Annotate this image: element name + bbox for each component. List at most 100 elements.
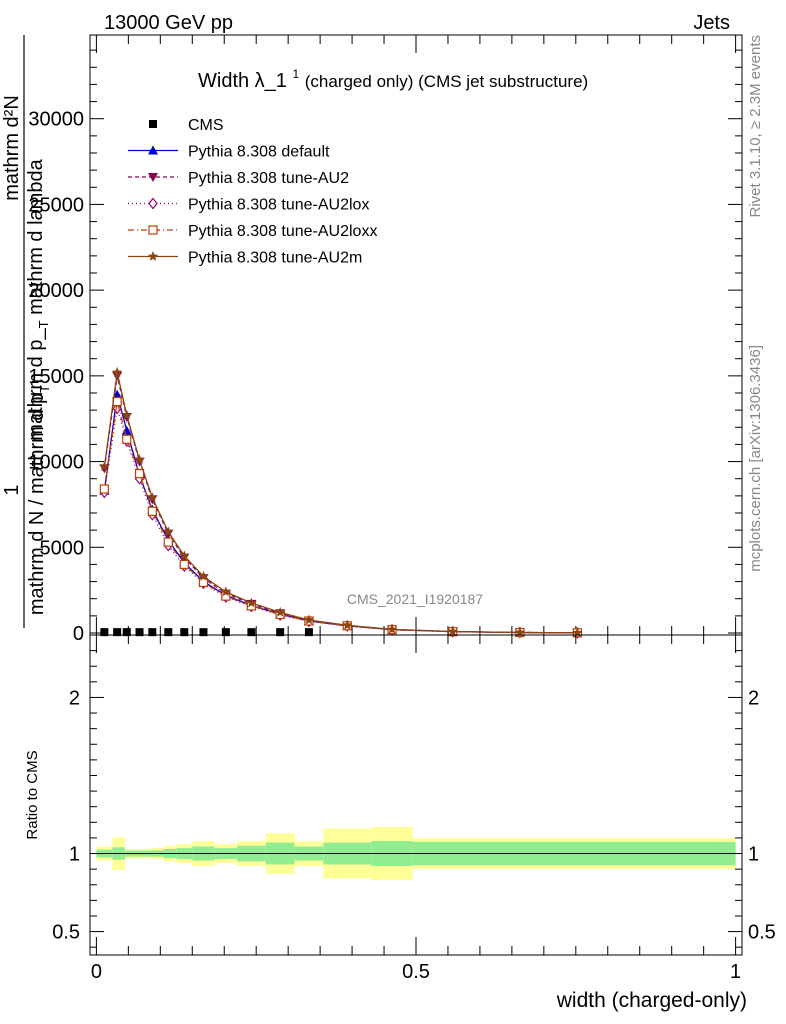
ratio-y-tick-label-left: 2 xyxy=(69,687,80,709)
series-5 xyxy=(99,366,583,638)
x-tick-label: 1 xyxy=(730,961,741,983)
legend-label: CMS xyxy=(188,117,224,134)
data-point xyxy=(111,366,123,377)
ratio-y-tick-label-left: 1 xyxy=(69,844,80,866)
data-point xyxy=(221,628,230,637)
data-point xyxy=(220,586,232,597)
series-line xyxy=(103,394,578,634)
data-point xyxy=(164,628,173,637)
y-tick-label: 0 xyxy=(73,623,84,645)
ylabel-top: 1 xyxy=(1,484,23,495)
legend: CMS Pythia 8.308 default Pythia 8.308 tune… xyxy=(128,117,377,267)
data-point xyxy=(304,628,313,637)
ratio-frame xyxy=(89,634,743,956)
legend-marker xyxy=(148,225,158,235)
main-panel: 0 5000 10000 15000 20000 25000 30000 CMS_2021_… xyxy=(1,34,743,645)
data-point xyxy=(134,468,145,479)
ylabel-num-rest: mathrm d p_T mathrm d lambda xyxy=(25,158,51,440)
data-point xyxy=(198,570,209,581)
y-tick-label: 15000 xyxy=(28,366,84,388)
series-line xyxy=(103,408,578,634)
legend-marker xyxy=(149,120,157,128)
title-rest: (charged only) (CMS jet substructure) xyxy=(305,72,588,91)
series-2 xyxy=(99,371,583,638)
title-sup: 1 xyxy=(293,67,300,81)
rivet-label: Rivet 3.1.10, ≥ 2.3M events xyxy=(747,35,764,218)
legend-marker xyxy=(148,173,158,182)
data-point xyxy=(99,461,110,472)
main-axis-ticks xyxy=(90,35,742,635)
ratio-y-tick-labels: 0.5 0.5 1 1 2 2 xyxy=(52,687,776,943)
ylabel-num: mathrm d²N xyxy=(1,95,23,201)
mcplots-label: mcplots.cern.ch [arXiv:1306.3436] xyxy=(747,345,764,572)
y-tick-label: 20000 xyxy=(28,280,84,302)
data-point xyxy=(514,627,526,637)
data-point xyxy=(386,623,398,634)
ratio-y-tick-label-right: 0.5 xyxy=(748,922,776,944)
data-point xyxy=(179,550,190,561)
y-tick-label: 30000 xyxy=(28,109,84,131)
data-point xyxy=(147,506,157,516)
data-point xyxy=(112,396,122,407)
series-3 xyxy=(99,402,583,639)
legend-label: Pythia 8.308 tune-AU2lox xyxy=(188,197,369,214)
ylabel-num-rest2: mathrm d lambda xyxy=(25,158,47,320)
ratio-y-tick-label-right: 1 xyxy=(748,844,759,866)
data-point xyxy=(572,627,583,638)
ylabel-den-part: mathrm d N / mathrm d p xyxy=(26,393,48,615)
series-line xyxy=(103,375,578,634)
data-point xyxy=(276,628,285,637)
ratio-y-tick-label-left: 0.5 xyxy=(52,922,80,944)
ylabel-num-rest-part: mathrm d p_ xyxy=(25,328,47,441)
series-line xyxy=(103,401,578,634)
ratio-panel: 0.5 0.51 12 2 0 0.5 1 Ratio to CMS width (cha… xyxy=(24,634,776,1012)
ylabel-num-part: mathrm d²N xyxy=(1,95,23,201)
data-point xyxy=(246,597,257,608)
data-point xyxy=(147,492,158,502)
main-y-axis-label: 1 mathrm d²N mathrm d p_T mathrm d lambd… xyxy=(1,35,52,628)
x-tick-label: 0 xyxy=(91,961,102,983)
ratio-axis-ticks xyxy=(90,635,742,955)
data-point xyxy=(113,628,122,637)
x-axis-label: width (charged-only) xyxy=(556,989,747,1012)
ylabel-den: mathrm d N / mathrm d pT xyxy=(26,385,52,615)
chart-title: Width λ_1 1 (charged only) (CMS jet subs… xyxy=(198,61,588,92)
x-tick-labels: 0 0.5 1 xyxy=(91,961,741,983)
legend-label: Pythia 8.308 tune-AU2loxx xyxy=(188,223,377,240)
y-tick-label: 25000 xyxy=(28,194,84,216)
data-point xyxy=(303,614,315,625)
main-series xyxy=(99,366,583,639)
data-point xyxy=(179,559,189,570)
x-tick-label: 0.5 xyxy=(402,961,430,983)
data-point xyxy=(122,628,131,637)
legend-label: Pythia 8.308 default xyxy=(188,144,330,161)
series-1 xyxy=(99,389,583,637)
data-point xyxy=(121,409,132,420)
header-left: 13000 GeV pp xyxy=(104,12,233,34)
legend-marker xyxy=(148,197,158,210)
data-point xyxy=(447,626,458,636)
data-point xyxy=(199,628,208,637)
data-point xyxy=(163,537,173,547)
y-tick-label: 5000 xyxy=(40,537,85,559)
legend-marker xyxy=(148,145,158,155)
ratio-y-tick-label-right: 2 xyxy=(748,687,759,709)
data-point xyxy=(121,425,132,435)
series-4 xyxy=(99,396,583,638)
title-main: Width λ_1 xyxy=(198,70,287,92)
data-point xyxy=(99,484,109,494)
series-0 xyxy=(100,628,313,637)
ylabel-num-sub: T xyxy=(36,320,51,328)
data-point xyxy=(247,628,256,637)
watermark: CMS_2021_I1920187 xyxy=(347,591,483,607)
data-point xyxy=(148,628,157,637)
data-point xyxy=(135,628,144,637)
legend-label: Pythia 8.308 tune-AU2m xyxy=(188,250,362,267)
data-point xyxy=(274,606,286,617)
ylabel-den-sub: T xyxy=(37,385,52,393)
header-right: Jets xyxy=(693,12,730,34)
legend-marker xyxy=(147,251,159,261)
data-point xyxy=(122,434,132,444)
data-point xyxy=(163,526,174,537)
